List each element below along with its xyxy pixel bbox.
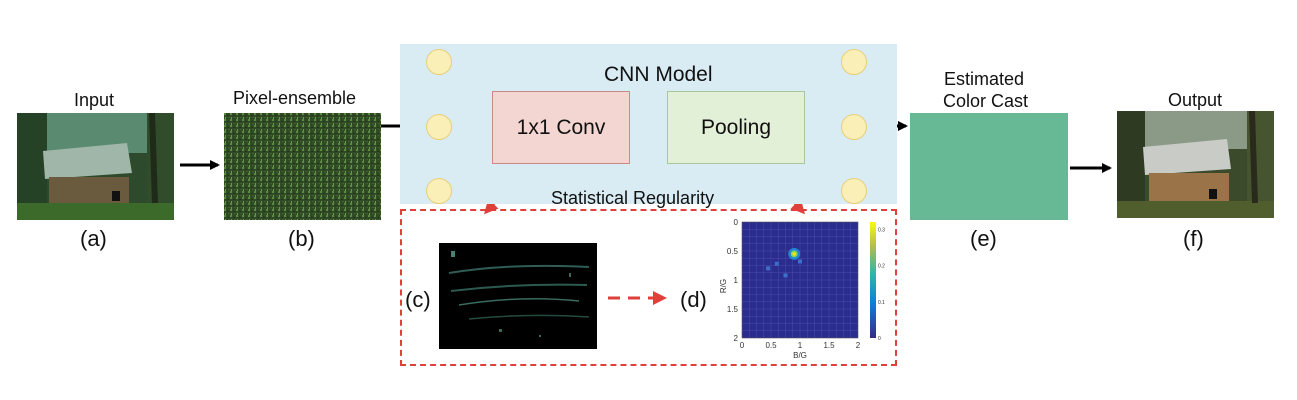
y-tick-label: 2 — [734, 334, 739, 343]
tag-b: (b) — [288, 226, 315, 251]
pixel-ensemble-image — [224, 113, 381, 220]
pooling-box: Pooling — [667, 91, 805, 164]
colorbar-tick-label: 0.2 — [878, 264, 885, 270]
x-axis-label: B/G — [793, 351, 807, 360]
heatmap-ticks: 0 0.5 1 1.5 200.511.52 — [727, 218, 861, 350]
tag-f: (f) — [1183, 226, 1204, 251]
input-node-1 — [426, 49, 452, 75]
pixel-ensemble-label: Pixel-ensemble — [233, 88, 357, 108]
colorbar: 0 0.1 0.2 0.3 — [870, 222, 885, 342]
tag-d: (d) — [680, 287, 707, 312]
tag-e: (e) — [970, 226, 997, 251]
colorbar-tick-label: 0.3 — [878, 227, 885, 233]
x-tick-label: 0.5 — [765, 341, 777, 350]
output-image — [1117, 111, 1274, 218]
conv-label: 1x1 Conv — [516, 115, 606, 139]
y-axis-label: R/G — [719, 279, 728, 293]
heat-cell — [783, 273, 788, 278]
y-tick-label: 0.5 — [727, 247, 739, 256]
x-tick-label: 1.5 — [823, 341, 835, 350]
y-tick-label: 0 — [734, 218, 739, 227]
input-node-3 — [426, 178, 452, 204]
cnn-model-title: CNN Model — [604, 63, 713, 86]
colorbar-tick-label: 0 — [878, 336, 881, 342]
input-label: Input — [74, 90, 115, 110]
sparse-feature-image — [439, 243, 597, 349]
output-label: Output — [1168, 90, 1223, 110]
pooling-label: Pooling — [700, 115, 772, 139]
estimated-label-line1: Estimated — [944, 69, 1025, 89]
y-tick-label: 1 — [734, 276, 739, 285]
heat-peak — [792, 252, 796, 256]
tag-a: (a) — [80, 226, 107, 251]
statistical-regularity-box — [400, 209, 897, 366]
x-tick-label: 2 — [856, 341, 861, 350]
tag-c: (c) — [405, 287, 431, 312]
input-image — [17, 113, 174, 220]
colorbar-gradient — [870, 222, 876, 338]
output-node-1 — [841, 49, 867, 75]
cnn-model-panel — [400, 44, 897, 204]
x-tick-label: 1 — [798, 341, 803, 350]
heat-cell — [774, 261, 779, 266]
output-node-2 — [841, 114, 867, 140]
statistical-regularity-title: Statistical Regularity — [551, 188, 715, 208]
conv-1x1-box: 1x1 Conv — [492, 91, 630, 164]
y-tick-label: 1.5 — [727, 305, 739, 314]
estimated-label-line2: Color Cast — [943, 91, 1029, 111]
x-tick-label: 0 — [740, 341, 745, 350]
heatmap-grid — [741, 221, 859, 339]
heat-cell — [766, 266, 771, 271]
estimated-color-cast-box — [910, 113, 1068, 220]
input-node-2 — [426, 114, 452, 140]
rg-bg-heatmap-chart: 0 0.5 1 1.5 200.511.52 B/G R/G 00.10.20.3 — [719, 218, 885, 360]
heat-cell — [798, 259, 802, 264]
output-node-3 — [841, 178, 867, 204]
colorbar-tick-label: 0.1 — [878, 300, 885, 306]
